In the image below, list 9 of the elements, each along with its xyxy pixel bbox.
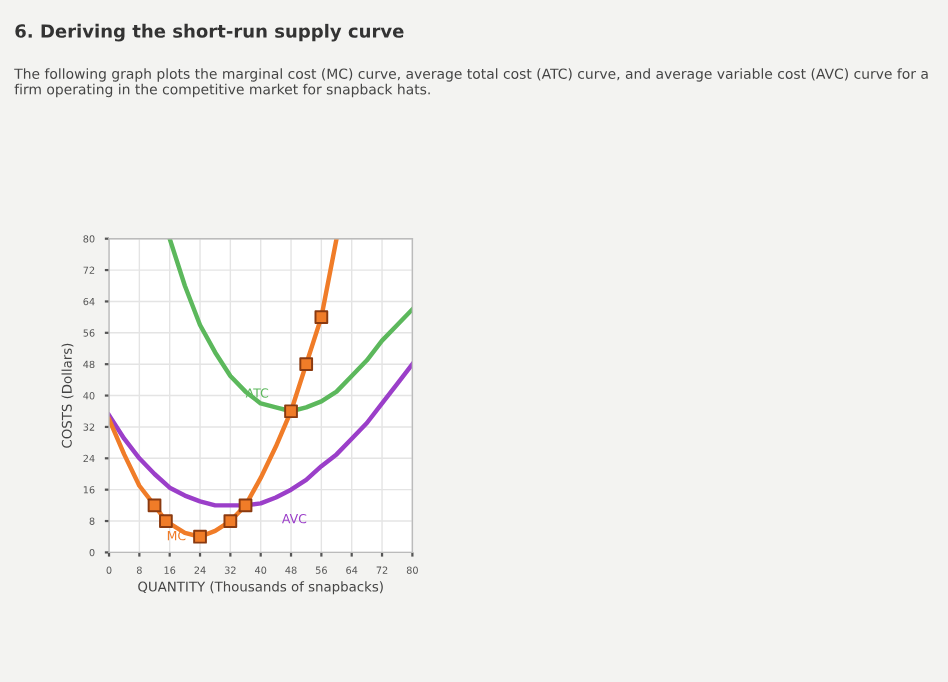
point xyxy=(193,529,207,544)
chart-title: 6. Deriving the short-run supply curve xyxy=(15,23,404,42)
point xyxy=(284,404,298,419)
point xyxy=(299,357,314,372)
point xyxy=(147,498,162,513)
point xyxy=(238,498,253,513)
point xyxy=(314,310,329,324)
point xyxy=(223,514,238,528)
point xyxy=(159,514,173,528)
